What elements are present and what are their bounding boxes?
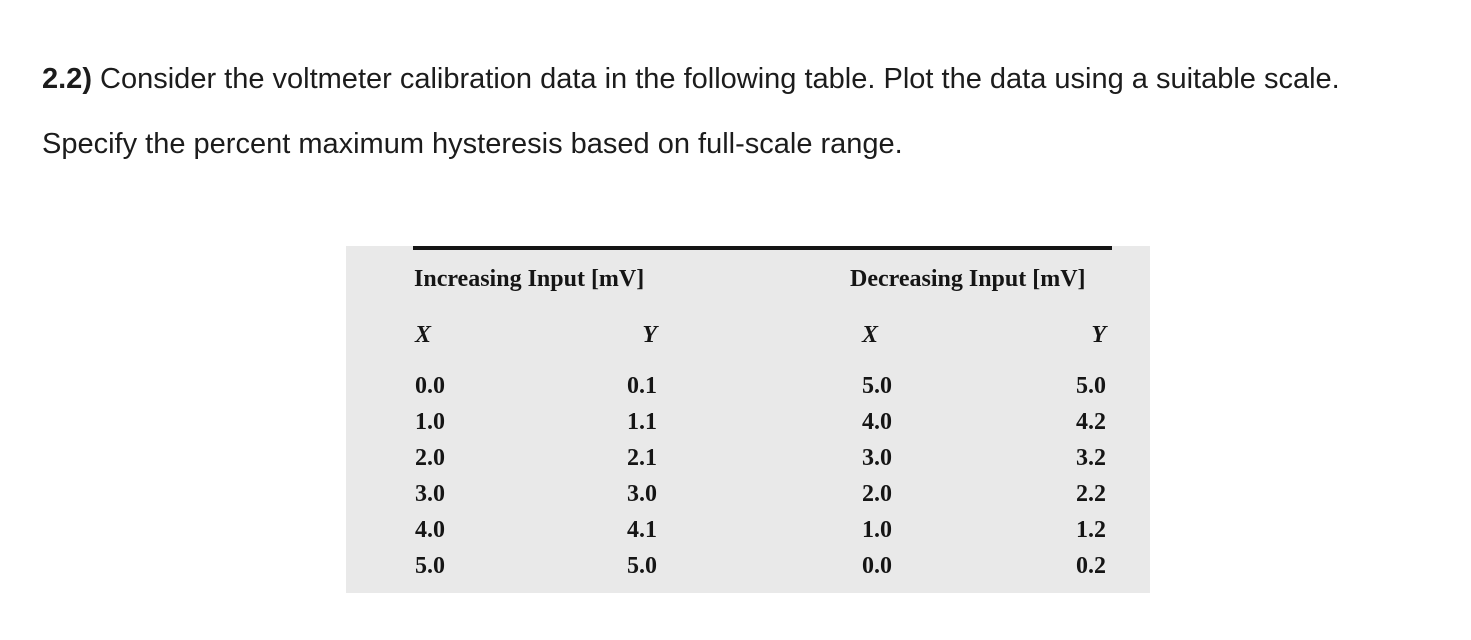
table-cell: 5.0 (415, 553, 445, 579)
column-header-decreasing-x: X (862, 322, 879, 348)
table-cell: 3.0 (415, 481, 445, 507)
table-row: 1.0 1.1 4.0 4.2 (413, 404, 1112, 440)
table-cell: 3.0 (862, 445, 892, 471)
table-cell: 4.0 (862, 409, 892, 435)
column-header-row: X Y X Y (413, 318, 1112, 352)
table-row: 0.0 0.1 5.0 5.0 (413, 368, 1112, 404)
problem-number: 2.2) (42, 63, 92, 95)
table-cell: 3.0 (627, 481, 657, 507)
table-cell: 4.1 (627, 517, 657, 543)
table-cell: 5.0 (862, 373, 892, 399)
table-cell: 5.0 (627, 553, 657, 579)
data-table-panel: Increasing Input [mV] Decreasing Input [… (346, 246, 1150, 593)
table-cell: 1.2 (1076, 517, 1106, 543)
table-row: 4.0 4.1 1.0 1.2 (413, 512, 1112, 548)
table-cell: 2.1 (627, 445, 657, 471)
table-cell: 2.0 (415, 445, 445, 471)
table-cell: 2.2 (1076, 481, 1106, 507)
column-header-decreasing-y: Y (1091, 322, 1106, 348)
table-row: 3.0 3.0 2.0 2.2 (413, 476, 1112, 512)
table-cell: 1.1 (627, 409, 657, 435)
table-cell: 4.2 (1076, 409, 1106, 435)
problem-statement-line1: 2.2) Consider the voltmeter calibration … (42, 62, 1340, 96)
table-cell: 0.1 (627, 373, 657, 399)
table-cell: 0.0 (862, 553, 892, 579)
column-header-increasing-y: Y (642, 322, 657, 348)
table-cell: 2.0 (862, 481, 892, 507)
table-cell: 1.0 (415, 409, 445, 435)
table-row: 2.0 2.1 3.0 3.2 (413, 440, 1112, 476)
table-body: 0.0 0.1 5.0 5.0 1.0 1.1 4.0 4.2 2.0 2.1 … (413, 368, 1112, 584)
table-cell: 0.2 (1076, 553, 1106, 579)
table-cell: 0.0 (415, 373, 445, 399)
table-cell: 5.0 (1076, 373, 1106, 399)
table-cell: 1.0 (862, 517, 892, 543)
group-header-increasing-input: Increasing Input [mV] (414, 266, 645, 292)
table-cell: 3.2 (1076, 445, 1106, 471)
calibration-table: Increasing Input [mV] Decreasing Input [… (413, 246, 1112, 593)
problem-text: Consider the voltmeter calibration data … (91, 63, 1340, 95)
group-header-decreasing-input: Decreasing Input [mV] (850, 266, 1086, 292)
table-cell: 4.0 (415, 517, 445, 543)
table-row: 5.0 5.0 0.0 0.2 (413, 548, 1112, 584)
table-bottom-rule (413, 246, 1112, 249)
column-header-increasing-x: X (415, 322, 432, 348)
problem-statement-line2: Specify the percent maximum hysteresis b… (42, 128, 903, 160)
